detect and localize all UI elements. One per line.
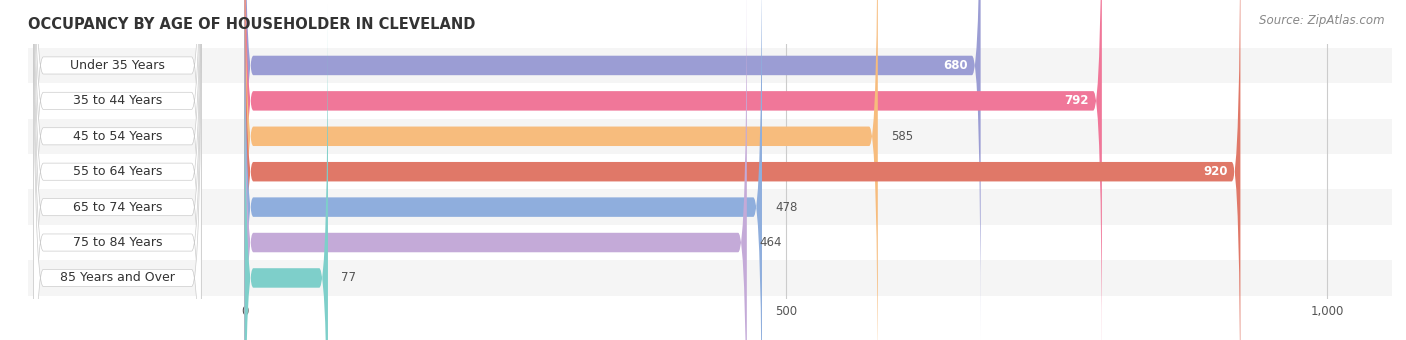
FancyBboxPatch shape <box>245 0 747 340</box>
FancyBboxPatch shape <box>28 189 1392 225</box>
FancyBboxPatch shape <box>34 0 201 340</box>
Text: 65 to 74 Years: 65 to 74 Years <box>73 201 162 214</box>
FancyBboxPatch shape <box>245 0 877 340</box>
Text: 85 Years and Over: 85 Years and Over <box>60 271 174 285</box>
FancyBboxPatch shape <box>245 0 762 340</box>
FancyBboxPatch shape <box>28 260 1392 296</box>
FancyBboxPatch shape <box>34 0 201 340</box>
FancyBboxPatch shape <box>34 0 201 340</box>
Text: OCCUPANCY BY AGE OF HOUSEHOLDER IN CLEVELAND: OCCUPANCY BY AGE OF HOUSEHOLDER IN CLEVE… <box>28 17 475 32</box>
FancyBboxPatch shape <box>245 0 980 339</box>
Text: Source: ZipAtlas.com: Source: ZipAtlas.com <box>1260 14 1385 27</box>
Text: 35 to 44 Years: 35 to 44 Years <box>73 95 162 107</box>
FancyBboxPatch shape <box>28 154 1392 189</box>
Text: Under 35 Years: Under 35 Years <box>70 59 165 72</box>
Text: 585: 585 <box>891 130 912 143</box>
FancyBboxPatch shape <box>245 0 1102 340</box>
FancyBboxPatch shape <box>34 0 201 340</box>
FancyBboxPatch shape <box>34 0 201 340</box>
FancyBboxPatch shape <box>28 48 1392 83</box>
Text: 680: 680 <box>943 59 967 72</box>
Text: 792: 792 <box>1064 95 1088 107</box>
FancyBboxPatch shape <box>245 0 1240 340</box>
Text: 55 to 64 Years: 55 to 64 Years <box>73 165 162 178</box>
FancyBboxPatch shape <box>245 4 328 340</box>
Text: 920: 920 <box>1204 165 1227 178</box>
Text: 464: 464 <box>759 236 782 249</box>
Text: 45 to 54 Years: 45 to 54 Years <box>73 130 162 143</box>
FancyBboxPatch shape <box>28 119 1392 154</box>
Text: 77: 77 <box>340 271 356 285</box>
FancyBboxPatch shape <box>28 83 1392 119</box>
FancyBboxPatch shape <box>28 225 1392 260</box>
FancyBboxPatch shape <box>34 0 201 340</box>
Text: 75 to 84 Years: 75 to 84 Years <box>73 236 162 249</box>
Text: 478: 478 <box>775 201 797 214</box>
FancyBboxPatch shape <box>34 0 201 340</box>
